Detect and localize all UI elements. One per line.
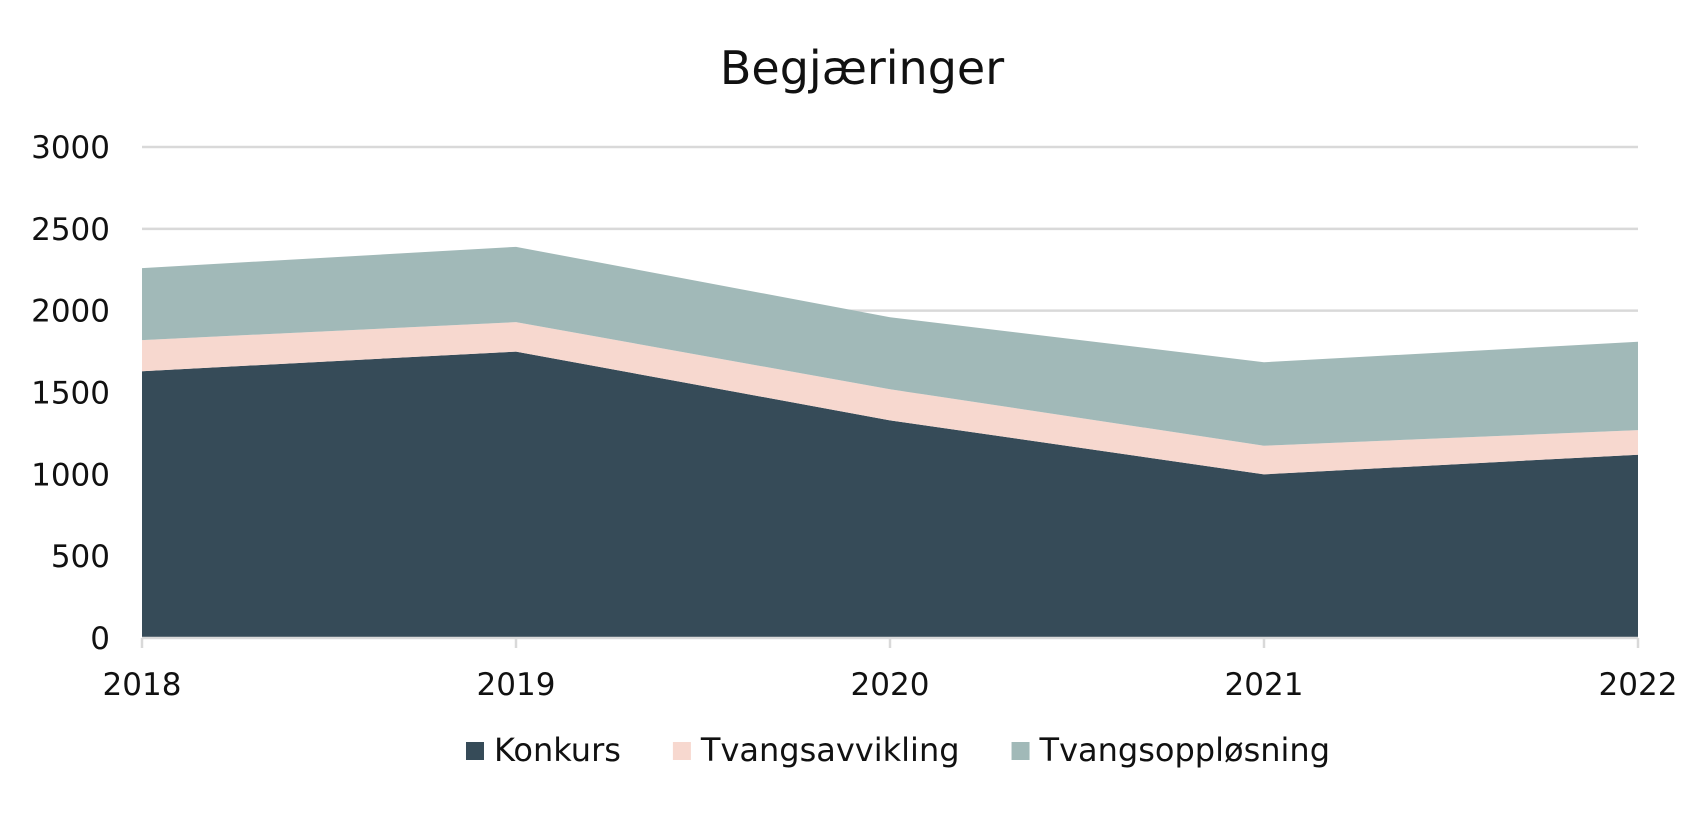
y-tick-label: 500 [51, 539, 110, 575]
legend-item-konkurs: Konkurs [465, 731, 621, 769]
x-tick-label: 2022 [1599, 667, 1678, 703]
y-tick-label: 1000 [31, 457, 110, 493]
y-tick-label: 1500 [31, 376, 110, 412]
legend-swatch [465, 742, 484, 760]
legend-label: Tvangsavvikling [700, 731, 960, 769]
y-tick-label: 3000 [31, 130, 110, 166]
y-tick-label: 2000 [31, 294, 110, 330]
legend-label: Tvangsoppløsning [1039, 731, 1330, 769]
area-tvangsavvikling [142, 322, 1638, 475]
area-tvangsoppløsning [142, 246, 1638, 446]
legend-swatch [1011, 742, 1030, 760]
legend-item-tvangsavvikling: Tvangsavvikling [672, 731, 960, 769]
x-tick-label: 2020 [851, 667, 930, 703]
y-tick-label: 0 [90, 621, 110, 657]
x-tick-label: 2021 [1225, 667, 1304, 703]
legend-item-tvangsoppløsning: Tvangsoppløsning [1011, 731, 1330, 769]
axes: 0 500 1000 1500 2000 2500 3000 2018 2019 2020 2021… [31, 130, 1677, 703]
legend-swatch [672, 742, 691, 760]
plot-areas [142, 246, 1638, 638]
legend: Konkurs Tvangsavvikling Tvangsoppløsning [465, 731, 1330, 769]
x-tick-label: 2019 [477, 667, 556, 703]
area-konkurs [142, 351, 1638, 638]
y-tick-label: 2500 [31, 212, 110, 248]
legend-label: Konkurs [494, 731, 621, 769]
chart-title: Begjæringer [720, 41, 1004, 95]
x-tick-label: 2018 [103, 667, 182, 703]
